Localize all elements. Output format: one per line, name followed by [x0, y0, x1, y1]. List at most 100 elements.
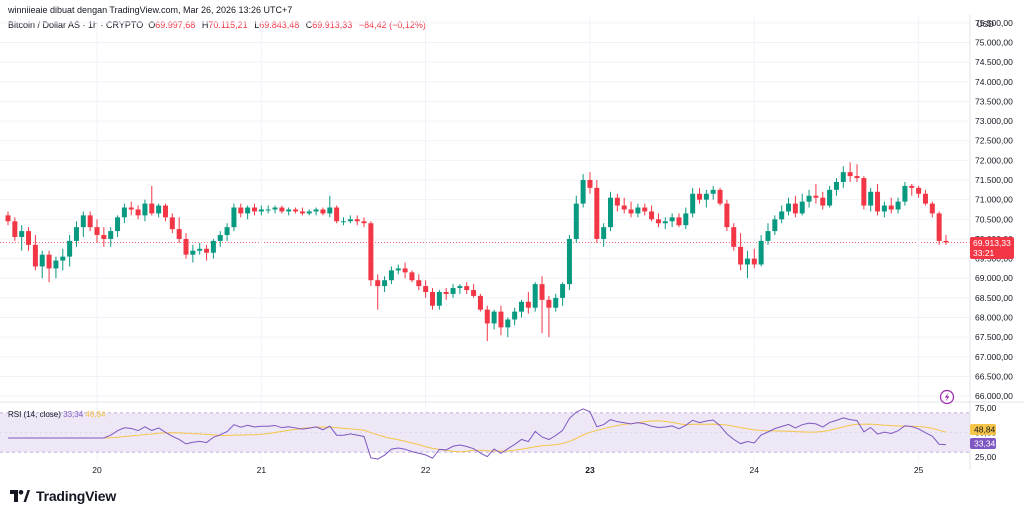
price-tick-label: 68.500,00 — [975, 293, 1013, 303]
candle-body — [792, 203, 798, 214]
candle-body — [32, 244, 38, 267]
candle-body — [621, 205, 627, 210]
candle-body — [224, 227, 230, 236]
time-tick-label: 23 — [585, 465, 595, 475]
candle-body — [443, 291, 449, 294]
price-tick-label: 66.500,00 — [975, 371, 1013, 381]
symbol-name[interactable]: Bitcoin / Dollar AS · 1h · CRYPTO — [8, 20, 144, 30]
grid-lines — [0, 15, 970, 462]
tradingview-logo-icon — [10, 490, 30, 502]
price-tick-label: 67.500,00 — [975, 332, 1013, 342]
rsi-value-label: 33,34 — [974, 439, 996, 449]
candle-body — [649, 211, 655, 220]
candle-body — [594, 187, 600, 239]
price-tick-label: 74.000,00 — [975, 77, 1013, 87]
candle-body — [477, 295, 483, 310]
price-tick-label: 75.000,00 — [975, 38, 1013, 48]
candle-body — [368, 223, 374, 281]
close-value: 69.913,33 — [312, 20, 353, 30]
candle-body — [875, 191, 881, 212]
candle-body — [635, 207, 641, 214]
candle-body — [258, 209, 264, 212]
candle-body — [162, 205, 168, 218]
tradingview-logo[interactable]: TradingView — [10, 488, 116, 504]
candle-body — [204, 248, 210, 253]
change-value: −84,42 (−0,12%) — [358, 20, 426, 30]
candle-body — [19, 231, 25, 237]
candle-body — [738, 246, 744, 265]
rsi-ma-label-box: 48,84 — [970, 424, 996, 435]
candle-body — [46, 254, 52, 269]
rsi-value-label-box: 33,34 — [970, 438, 996, 449]
candle-body — [669, 217, 675, 222]
candle-body — [820, 197, 826, 206]
candle-body — [67, 240, 73, 257]
last-price-countdown: 33:21 — [973, 248, 995, 258]
lightning-icon[interactable] — [939, 389, 955, 405]
candle-body — [450, 288, 456, 294]
close-key: C — [305, 20, 313, 30]
price-tick-label: 74.500,00 — [975, 57, 1013, 67]
candle-body — [251, 207, 257, 212]
candle-body — [327, 207, 333, 214]
candle-body — [26, 231, 32, 245]
candle-body — [724, 203, 730, 228]
candle-body — [39, 254, 45, 267]
candle-body — [60, 256, 66, 261]
rsi-legend: RSI (14, close) 33,34 48,84 — [8, 410, 105, 419]
candle-body — [895, 201, 901, 210]
candle-body — [94, 227, 100, 236]
candle-body — [936, 213, 942, 241]
candle-body — [717, 189, 723, 204]
candle-body — [601, 227, 607, 239]
time-axis[interactable]: 20212223242526 — [92, 465, 1024, 475]
price-tick-label: 73.500,00 — [975, 96, 1013, 106]
candle-body — [320, 209, 326, 214]
open-value: 69.997,68 — [155, 20, 196, 30]
candle-body — [245, 207, 251, 214]
candle-body — [436, 291, 442, 306]
candle-body — [833, 181, 839, 190]
candle-body — [306, 211, 312, 214]
candle-body — [471, 290, 477, 296]
candle-body — [217, 235, 223, 241]
candle-body — [169, 217, 175, 230]
candle-body — [861, 178, 867, 206]
candle-body — [457, 286, 463, 289]
candle-body — [80, 215, 86, 228]
candle-body — [703, 193, 709, 200]
currency-label[interactable]: USD — [977, 20, 994, 29]
candle-body — [929, 203, 935, 214]
candle-body — [293, 209, 299, 212]
candle-body — [197, 248, 203, 251]
candle-body — [799, 201, 805, 214]
candle-body — [149, 203, 155, 214]
candle-body — [464, 286, 470, 291]
candle-body — [388, 270, 394, 281]
candle-body — [751, 258, 757, 265]
candle-body — [608, 197, 614, 228]
candle-body — [142, 203, 148, 216]
rsi-ma-label: 48,84 — [974, 425, 996, 435]
candle-body — [779, 211, 785, 220]
chart-caption: winniieaie dibuat dengan TradingView.com… — [8, 5, 293, 15]
candle-body — [580, 180, 586, 204]
candle-body — [710, 189, 716, 194]
candle-body — [313, 209, 319, 212]
candles — [5, 162, 949, 342]
time-tick-label: 25 — [914, 465, 924, 475]
candle-body — [347, 219, 353, 222]
candle-body — [512, 311, 518, 320]
candle-body — [272, 207, 278, 210]
candle-body — [525, 301, 531, 308]
rsi-legend-ma: 48,84 — [85, 410, 106, 419]
candle-body — [813, 195, 819, 198]
candle-body — [156, 205, 162, 214]
candle-body — [943, 240, 949, 243]
candle-body — [916, 187, 922, 194]
rsi-name[interactable]: RSI (14, close) — [8, 410, 61, 419]
price-tick-label: 67.000,00 — [975, 352, 1013, 362]
candle-body — [108, 231, 114, 239]
price-axis[interactable]: 75.500,00 75.000,00 74.500,00 74.000,00 73.5… — [975, 18, 1013, 401]
